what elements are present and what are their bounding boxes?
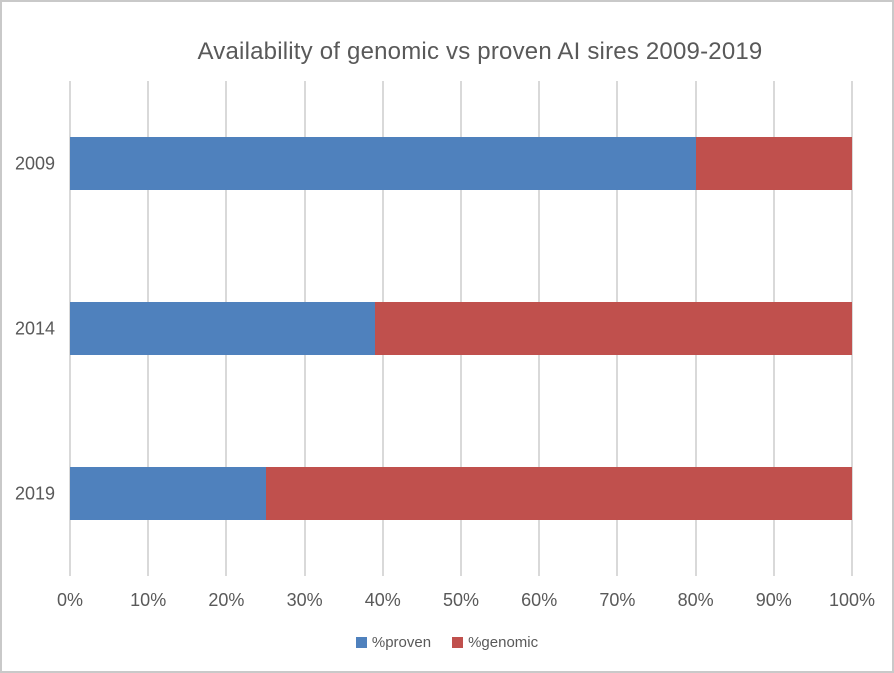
stacked-bar — [70, 302, 852, 355]
x-axis-tick-label: 100% — [828, 590, 876, 610]
bar-row — [70, 411, 852, 576]
x-axis-tick-label: 0% — [56, 590, 84, 610]
stacked-bar — [70, 467, 852, 520]
bar-segment-proven — [70, 467, 266, 520]
legend-item: %proven — [355, 634, 432, 651]
x-axis-tick-label: 20% — [208, 590, 245, 610]
bar-segment-proven — [70, 302, 375, 355]
bar-segment-genomic — [374, 302, 852, 355]
legend-swatch — [355, 637, 367, 648]
stacked-bar — [70, 137, 852, 190]
bar-segment-genomic — [265, 467, 852, 520]
legend: %proven %genomic — [2, 634, 892, 651]
bar-segment-proven — [70, 137, 696, 190]
x-axis-tick-label: 70% — [599, 590, 636, 610]
gridline — [851, 81, 853, 576]
plot-area — [69, 81, 853, 576]
x-axis-tick-label: 10% — [130, 590, 167, 610]
x-axis-tick-label: 50% — [442, 590, 480, 610]
bar-row — [70, 246, 852, 411]
legend-label: %genomic — [468, 634, 539, 651]
legend-item: %genomic — [452, 634, 538, 651]
x-axis-tick-label: 80% — [677, 590, 714, 610]
y-axis-label: 2019 — [14, 483, 55, 503]
x-axis-tick-label: 40% — [364, 590, 401, 610]
x-axis-tick-label: 60% — [521, 590, 558, 610]
y-axis-label: 2014 — [14, 318, 55, 338]
bar-row — [70, 81, 852, 246]
chart-title: Availability of genomic vs proven AI sir… — [197, 38, 763, 65]
legend-label: %proven — [371, 634, 432, 651]
y-axis-label: 2009 — [14, 153, 55, 173]
x-axis-tick-label: 30% — [286, 590, 323, 610]
x-axis-tick-label: 90% — [755, 590, 792, 610]
legend-swatch — [452, 637, 464, 648]
bar-segment-genomic — [695, 137, 852, 190]
